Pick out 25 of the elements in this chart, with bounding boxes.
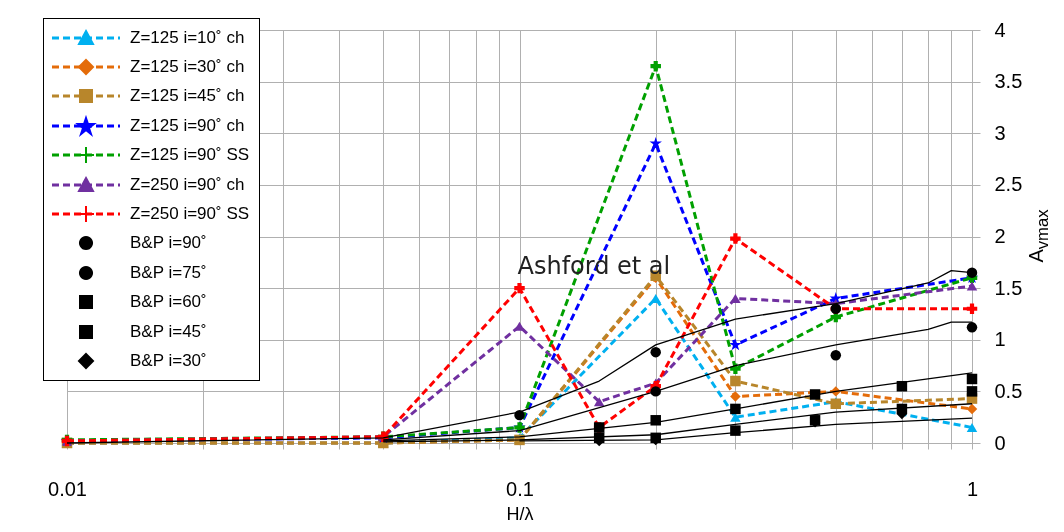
y-tick-label: 1 — [994, 328, 1006, 351]
y-tick-label: 0 — [994, 431, 1006, 454]
y-tick-label: 4 — [994, 18, 1006, 41]
y-tick-label: 2.5 — [994, 173, 1023, 196]
y-tick-label: 3 — [994, 121, 1006, 144]
legend-label: Z=125 i=90˚ ch — [130, 115, 245, 136]
x-axis-title: H/λ — [506, 503, 534, 524]
legend-label: B&P i=30˚ — [130, 350, 207, 371]
y-tick-label: 2 — [994, 225, 1006, 247]
legend-label: Z=125 i=90˚ SS — [130, 145, 250, 166]
legend-label: Z=250 i=90˚ ch — [130, 174, 245, 195]
legend-label: B&P i=75˚ — [130, 262, 207, 283]
legend-label: B&P i=45˚ — [130, 321, 207, 342]
legend-label: B&P i=60˚ — [130, 292, 207, 313]
x-tick-label: 0.01 — [48, 477, 87, 500]
y-tick-label: 0.5 — [994, 379, 1023, 402]
legend-label: B&P i=90˚ — [130, 233, 207, 254]
legend-label: Z=125 i=10˚ ch — [130, 27, 245, 48]
legend-label: Z=125 i=30˚ ch — [130, 57, 245, 78]
legend-label: Z=250 i=90˚ SS — [130, 204, 250, 225]
x-tick-label: 1 — [966, 477, 979, 500]
y-tick-label: 3.5 — [994, 70, 1023, 93]
x-tick-label: 0.1 — [506, 477, 534, 500]
y-tick-label: 1.5 — [994, 276, 1023, 299]
legend-label: Z=125 i=45˚ ch — [130, 86, 245, 107]
